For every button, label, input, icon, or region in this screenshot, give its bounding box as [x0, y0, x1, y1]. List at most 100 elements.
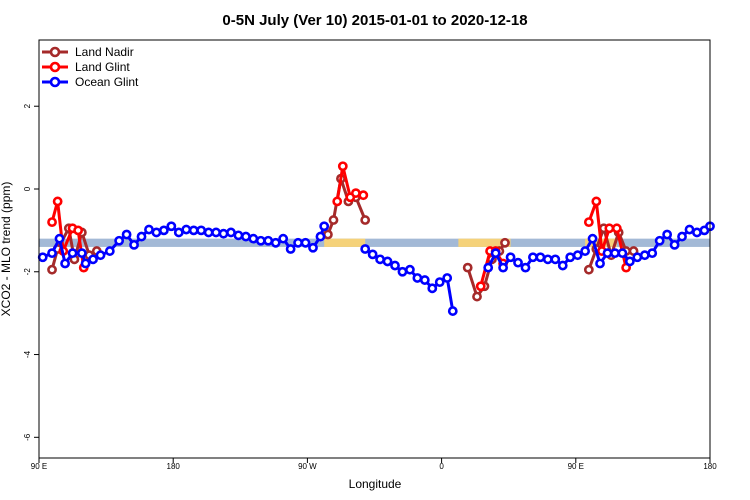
data-point — [595, 258, 605, 269]
data-point — [367, 249, 378, 260]
data-point — [47, 264, 57, 275]
data-point — [350, 188, 361, 199]
data-point — [181, 224, 192, 235]
data-point — [505, 252, 516, 263]
data-point — [360, 215, 371, 225]
data-point — [114, 235, 125, 246]
data-point — [513, 257, 523, 268]
data-point — [624, 256, 635, 267]
data-point — [226, 227, 236, 238]
data-point — [188, 225, 199, 236]
data-point — [604, 223, 615, 234]
series-layer — [37, 161, 715, 316]
data-point — [617, 248, 628, 259]
data-point — [166, 221, 177, 232]
data-point — [434, 277, 445, 288]
y-tick-label: -6 — [23, 433, 32, 441]
x-axis-label: Longitude — [349, 477, 402, 491]
data-point — [270, 237, 281, 248]
data-point — [500, 237, 510, 248]
data-point — [572, 250, 583, 261]
data-point — [308, 242, 318, 253]
x-tick-label: 90 E — [31, 462, 47, 471]
data-point — [639, 250, 650, 261]
data-point — [610, 248, 620, 259]
data-point — [447, 306, 458, 316]
data-point — [300, 237, 311, 248]
legend-item-2: Ocean Glint — [42, 75, 139, 89]
data-point — [151, 227, 162, 238]
data-point — [196, 225, 207, 236]
data-point — [427, 283, 438, 294]
data-point — [475, 281, 486, 292]
y-axis-label: XCO2 - MLO trend (ppm) — [0, 182, 13, 317]
legend-marker — [49, 46, 61, 58]
data-point — [360, 244, 371, 254]
data-point — [632, 252, 643, 263]
data-point — [684, 224, 695, 235]
data-point — [535, 252, 546, 263]
legend-marker — [49, 76, 61, 88]
land-band-0 — [324, 238, 366, 247]
x-axis: 90 E 180 90 W 0 90 E 180 — [31, 458, 717, 471]
data-point — [498, 262, 509, 273]
data-point — [76, 248, 87, 259]
data-point — [278, 233, 289, 244]
data-point — [677, 231, 687, 242]
data-point — [490, 248, 501, 259]
data-point — [285, 244, 296, 254]
data-point — [88, 254, 98, 265]
ocean-band — [39, 238, 710, 247]
data-point — [662, 229, 673, 240]
data-point — [319, 221, 330, 232]
data-point — [520, 262, 531, 273]
plot-frame — [38, 39, 711, 459]
data-point — [337, 161, 348, 172]
data-point — [95, 250, 106, 261]
y-tick-label: 2 — [23, 103, 32, 108]
x-tick-label: 90 E — [568, 462, 584, 471]
data-point — [528, 252, 538, 263]
data-point — [390, 260, 400, 271]
data-point — [248, 233, 259, 244]
data-point — [136, 231, 147, 242]
data-point — [583, 264, 594, 275]
data-point — [47, 217, 57, 227]
data-point — [315, 231, 326, 242]
data-point — [419, 275, 430, 285]
data-point — [52, 196, 63, 207]
data-point — [412, 273, 423, 283]
x-tick-label: 180 — [167, 462, 181, 471]
data-point — [669, 239, 680, 250]
data-point — [158, 225, 169, 236]
data-point — [397, 266, 408, 277]
data-point — [121, 229, 132, 240]
data-point — [328, 215, 339, 225]
data-point — [47, 248, 57, 259]
legend-label: Land Nadir — [75, 45, 134, 59]
chart-title: 0-5N July (Ver 10) 2015-01-01 to 2020-12… — [222, 12, 527, 29]
data-point — [375, 254, 385, 265]
data-point — [692, 227, 702, 238]
data-point — [104, 246, 115, 256]
x-tick-label: 180 — [703, 462, 717, 471]
data-point — [144, 224, 154, 235]
data-point — [405, 264, 415, 275]
data-point — [472, 291, 482, 302]
data-point — [218, 228, 229, 239]
data-point — [611, 223, 622, 234]
x-tick-label: 0 — [439, 462, 444, 471]
land-band-1 — [458, 238, 511, 247]
legend-label: Land Glint — [75, 60, 130, 74]
data-point — [382, 256, 393, 267]
data-point — [462, 262, 473, 273]
data-point — [583, 217, 594, 227]
data-point — [73, 225, 84, 236]
y-axis: 2 0 -2 -4 -6 — [23, 103, 39, 441]
data-point — [80, 258, 91, 269]
data-point — [580, 246, 591, 256]
legend-label: Ocean Glint — [75, 75, 139, 89]
data-point — [332, 196, 343, 207]
data-point — [203, 227, 214, 238]
